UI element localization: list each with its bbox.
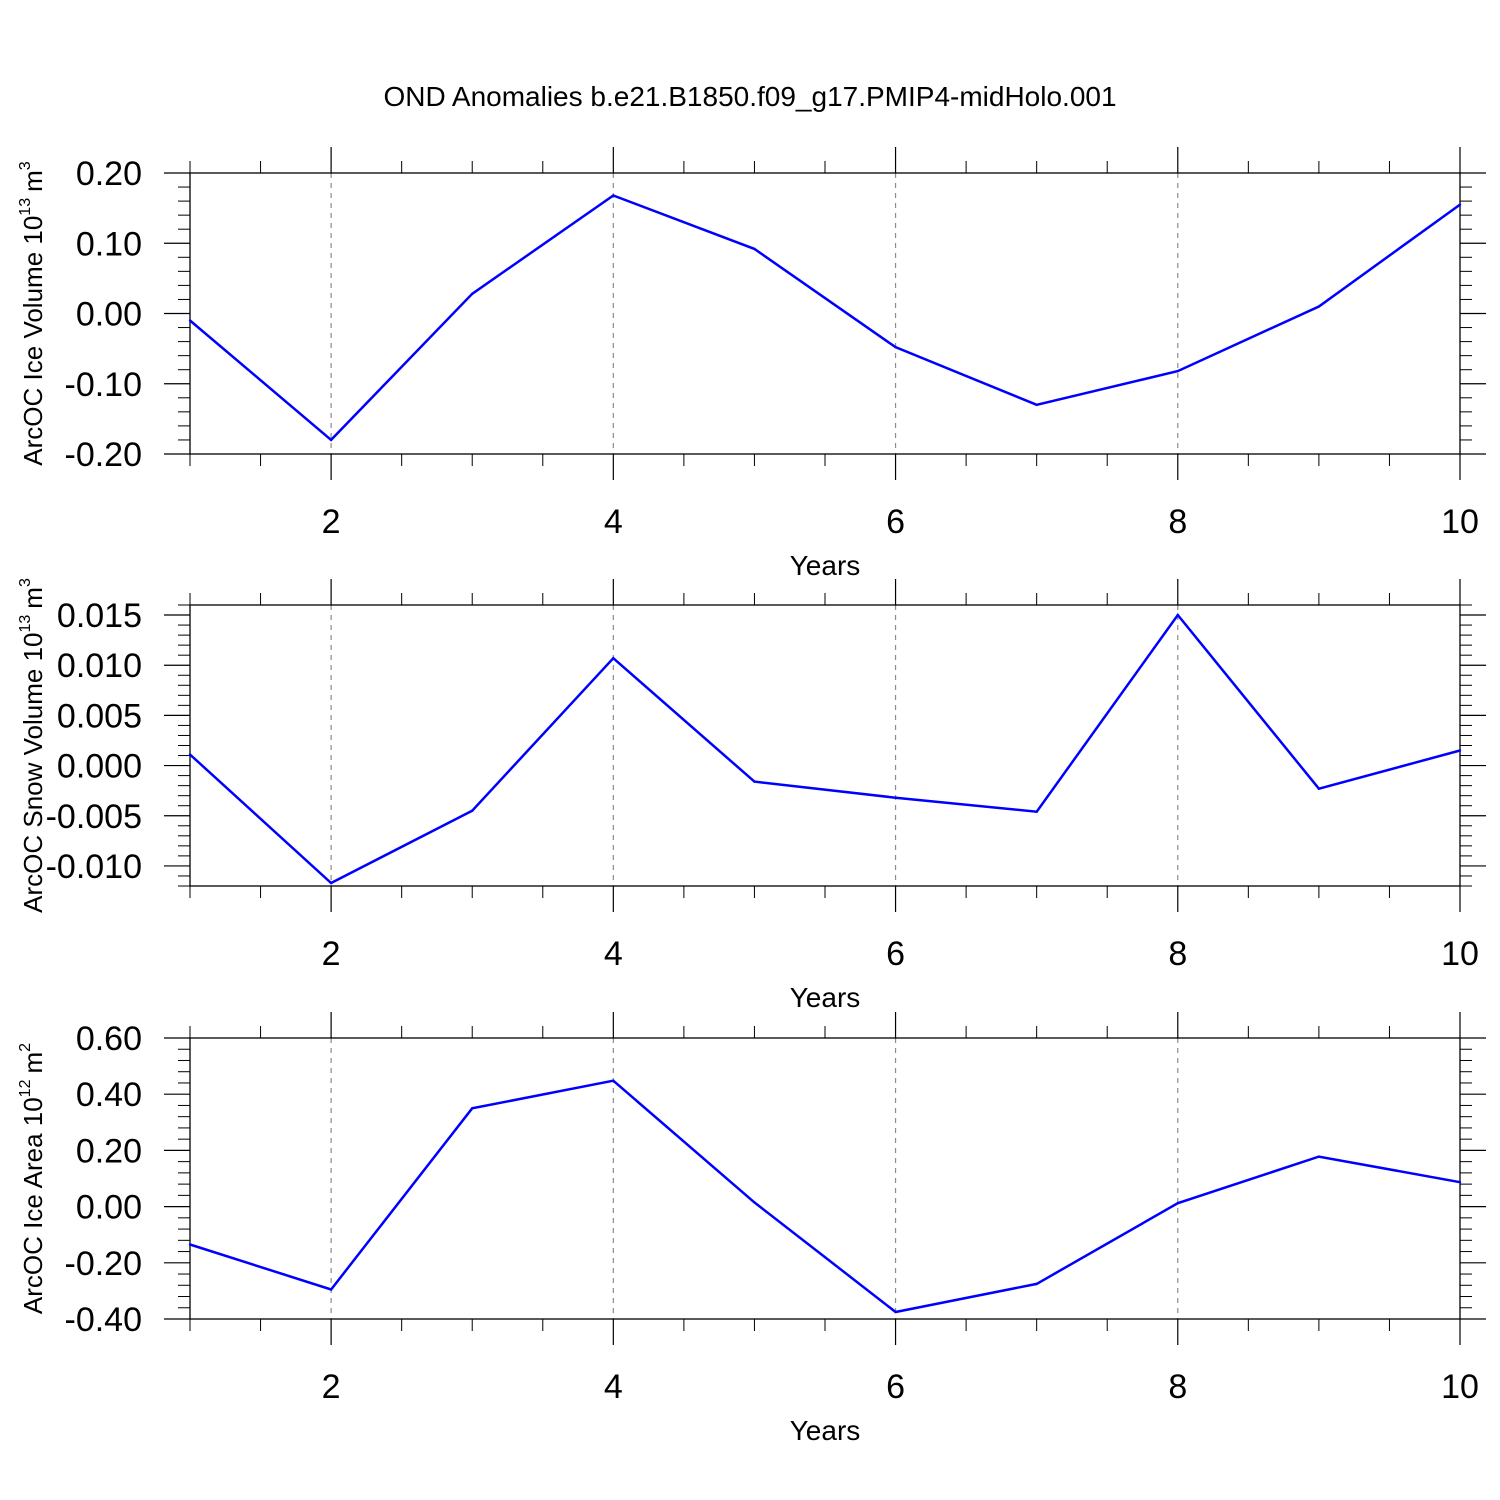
- data-point: [894, 346, 897, 349]
- figure-title: OND Anomalies b.e21.B1850.f09_g17.PMIP4-…: [383, 81, 1116, 112]
- x-tick-label: 4: [604, 1368, 623, 1406]
- x-tick-label: 2: [322, 935, 341, 973]
- y-axis-title-text: ArcOC Snow Volume 10: [18, 633, 48, 913]
- data-point: [753, 247, 756, 251]
- data-point: [1317, 305, 1321, 308]
- data-point: [753, 780, 756, 783]
- y-axis-title-unit: m: [18, 587, 48, 609]
- data-point: [329, 881, 333, 885]
- y-axis-title-unit: m: [18, 1052, 48, 1074]
- data-point: [1035, 403, 1038, 407]
- x-axis-title: Years: [790, 982, 861, 1013]
- x-tick-label: 2: [322, 503, 341, 541]
- data-point: [1317, 787, 1321, 790]
- data-point: [188, 319, 192, 322]
- y-axis-title-unit-exp: 2: [17, 1043, 34, 1052]
- data-point: [188, 753, 192, 756]
- plot-frame: [189, 604, 1461, 887]
- x-tick-label: 6: [886, 935, 905, 973]
- panel-3: 2 4 6 8 10 -0.40 -0.20 0.00 0.20 0.40 0.60 Years Arc…: [17, 1012, 1486, 1446]
- y-tick-label: -0.20: [65, 1245, 143, 1283]
- data-point: [471, 292, 474, 296]
- panels: 2 4 6 8 10 -0.20 -0.10 0.00 0.10 0.20 Years ArcOC I…: [17, 147, 1486, 1446]
- data-point: [1458, 1180, 1462, 1184]
- y-tick-label: 0.40: [76, 1076, 142, 1114]
- data-point: [1176, 369, 1179, 373]
- y-tick-label: 0.005: [57, 697, 142, 735]
- data-point: [188, 1243, 192, 1246]
- y-tick-label: -0.005: [46, 798, 142, 836]
- y-tick-label: -0.10: [65, 366, 143, 404]
- y-axis-title-text: ArcOC Ice Volume 10: [18, 216, 48, 466]
- x-tick-label: 4: [604, 503, 623, 541]
- y-tick-label: 0.10: [76, 225, 142, 263]
- series-line: [189, 1079, 1461, 1314]
- data-point: [329, 1288, 333, 1291]
- x-tick-label: 10: [1441, 503, 1479, 541]
- data-point: [1035, 1282, 1038, 1286]
- data-point: [612, 656, 615, 660]
- data-point: [1458, 203, 1462, 206]
- data-point: [612, 1079, 615, 1082]
- data-point: [1176, 1202, 1179, 1205]
- data-point: [894, 796, 897, 799]
- series-line: [189, 194, 1461, 442]
- y-tick-label: 0.20: [76, 155, 142, 193]
- x-tick-label: 10: [1441, 1368, 1479, 1406]
- y-tick-label: 0.60: [76, 1020, 142, 1058]
- data-point: [753, 1201, 756, 1204]
- x-tick-label: 8: [1168, 1368, 1187, 1406]
- y-tick-label: 0.00: [76, 1189, 142, 1227]
- y-axis-title: ArcOC Ice Volume 1013 m3: [17, 161, 48, 465]
- plot-frame: [189, 172, 1461, 455]
- data-point: [1035, 810, 1038, 813]
- data-point: [471, 1107, 474, 1110]
- x-tick-label: 10: [1441, 935, 1479, 973]
- x-tick-label: 8: [1168, 503, 1187, 541]
- y-tick-label: 0.00: [76, 296, 142, 334]
- x-axis-title: Years: [790, 550, 861, 581]
- data-point: [612, 194, 615, 197]
- y-tick-label: -0.40: [65, 1301, 143, 1339]
- data-point: [1458, 749, 1462, 752]
- y-tick-label: -0.010: [46, 848, 142, 886]
- y-axis-title-exp: 12: [17, 1079, 34, 1097]
- x-tick-label: 8: [1168, 935, 1187, 973]
- y-tick-label: -0.20: [65, 436, 143, 474]
- y-axis-title-exp: 13: [17, 615, 34, 633]
- y-axis-title: ArcOC Snow Volume 1013 m3: [17, 578, 48, 913]
- y-axis-title-exp: 13: [17, 198, 34, 216]
- data-point: [471, 809, 474, 812]
- plot-frame: [189, 1037, 1461, 1320]
- x-tick-label: 2: [322, 1368, 341, 1406]
- y-axis-title-text: ArcOC Ice Area 10: [18, 1097, 48, 1314]
- y-axis-title: ArcOC Ice Area 1012 m2: [17, 1043, 48, 1314]
- data-point: [894, 1310, 897, 1314]
- y-axis-title-unit-exp: 3: [17, 578, 34, 587]
- y-axis-title-unit-exp: 3: [17, 161, 34, 170]
- x-tick-label: 6: [886, 503, 905, 541]
- series-line: [189, 612, 1461, 885]
- y-tick-label: 0.000: [57, 748, 142, 786]
- y-axis-title-unit: m: [18, 170, 48, 192]
- data-point: [1317, 1155, 1321, 1158]
- x-axis-title: Years: [790, 1415, 861, 1446]
- data-point: [1176, 613, 1179, 617]
- data-point: [329, 438, 333, 442]
- y-tick-label: 0.015: [57, 597, 142, 635]
- panel-1: 2 4 6 8 10 -0.20 -0.10 0.00 0.10 0.20 Years ArcOC I…: [17, 147, 1486, 581]
- y-tick-label: 0.010: [57, 647, 142, 685]
- panel-2: 2 4 6 8 10 -0.010 -0.005 0.000 0.005 0.010 0.015 Ye…: [17, 578, 1486, 1013]
- x-tick-label: 6: [886, 1368, 905, 1406]
- x-tick-label: 4: [604, 935, 623, 973]
- y-tick-label: 0.20: [76, 1132, 142, 1170]
